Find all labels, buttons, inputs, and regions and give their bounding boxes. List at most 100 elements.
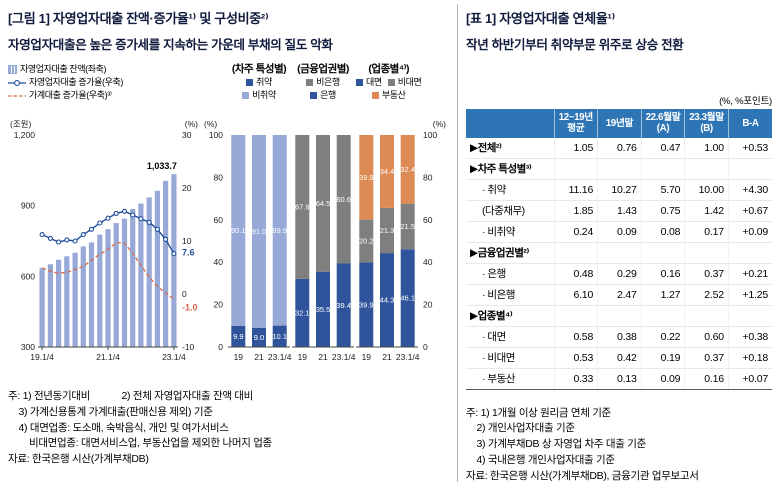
svg-text:-1.0: -1.0	[182, 302, 198, 312]
mini-chart-legend: 취약 비취약	[228, 76, 290, 102]
legend-item: 취약	[246, 76, 272, 89]
svg-text:91.0: 91.0	[252, 227, 267, 236]
svg-text:19: 19	[298, 352, 308, 362]
table-cell: +0.67	[728, 200, 772, 222]
svg-text:0: 0	[182, 289, 187, 299]
svg-text:100: 100	[423, 130, 437, 140]
table-cell: 0.09	[597, 221, 642, 243]
table-cell	[684, 242, 729, 264]
table-row: · 부동산 0.33 0.13 0.09 0.16 +0.07	[466, 368, 772, 390]
table-cell: 0.53	[554, 347, 599, 369]
stacked-chart-head: (차주 특성별) 취약 비취약	[202, 63, 290, 115]
svg-text:(%): (%)	[433, 119, 446, 129]
table-cell: 1.00	[684, 137, 729, 159]
legend-item: 대면	[356, 76, 382, 89]
table-col-header: 22.6월말 (A)	[641, 109, 686, 138]
table-notes: 주: 1) 1개월 이상 원리금 연체 기준 2) 개인사업자대출 기준 3) …	[466, 406, 772, 485]
svg-text:23.1/4: 23.1/4	[162, 352, 186, 362]
svg-text:0: 0	[423, 342, 428, 352]
panel-divider	[457, 4, 458, 482]
legend-item: 비대면	[387, 76, 422, 89]
row-label: · 부동산	[466, 368, 555, 390]
table-cell: 0.24	[554, 221, 599, 243]
note-line: 자료: 한국은행 시산(가계부채DB), 금융기관 업무보고서	[466, 469, 699, 482]
note-line: 자료: 한국은행 시산(가계부채DB)	[8, 453, 149, 465]
table-cell: 0.37	[684, 347, 729, 369]
svg-text:40: 40	[423, 257, 433, 267]
note-line: 비대면업종: 대면서비스업, 부동산업을 제외한 나머지 업종	[8, 437, 272, 450]
table-col-header: 23.3월말 (B)	[684, 109, 729, 138]
table-cell: 1.05	[554, 137, 599, 159]
svg-text:0: 0	[218, 342, 223, 352]
stacked-chart-block-financial-sector: (금융업권별) 비은행 은행 32.1 67.9 19 35.5 64.5 21 39.4 60…	[292, 63, 356, 373]
table-cell	[728, 158, 772, 180]
color-swatch-icon	[387, 79, 395, 86]
note-line: 3) 가계부채DB 상 자영업 차주 대출 기준	[466, 438, 646, 451]
table-cell	[684, 158, 729, 180]
svg-text:60: 60	[214, 215, 224, 225]
note-line: 2) 개인사업자대출 기준	[466, 422, 575, 435]
legend-label: 비대면	[397, 77, 422, 87]
table-cell: 0.08	[641, 221, 686, 243]
table-cell: +4.30	[728, 179, 772, 201]
svg-text:80: 80	[214, 172, 224, 182]
combo-chart-legend: 자영업자대출 잔액(좌축) 자영업자대출 증가율(우축) 가계대출 증가율(우축)³…	[8, 63, 200, 115]
stacked-chart-financial-sector: 32.1 67.9 19 35.5 64.5 21 39.4 60.6 23.1/4	[292, 135, 356, 362]
svg-text:1,200: 1,200	[14, 130, 36, 140]
row-label: ▶업종별⁴⁾	[466, 305, 555, 327]
svg-text:64.5: 64.5	[316, 199, 331, 208]
legend-item: 은행	[310, 89, 336, 102]
row-label: ▶차주 특성별³⁾	[466, 158, 555, 180]
svg-text:23.1/4: 23.1/4	[332, 352, 356, 362]
color-swatch-icon	[242, 92, 250, 99]
note-line: 3) 가계신용통계 가계대출(판매신용 제외) 기준	[8, 405, 213, 418]
svg-text:10: 10	[182, 236, 192, 246]
table-cell: 2.47	[597, 284, 642, 306]
table-cell: 0.22	[641, 326, 686, 348]
legend-item: 가계대출 증가율(우축)³⁾	[8, 89, 200, 102]
table-cell: 0.42	[597, 347, 642, 369]
table-subtitle: 작년 하반기부터 취약부문 위주로 상승 전환	[466, 38, 684, 52]
table-cell: 0.13	[597, 368, 642, 390]
svg-text:20: 20	[182, 183, 192, 193]
table-cell: 0.16	[684, 368, 729, 390]
table-row: ▶차주 특성별³⁾	[466, 158, 772, 180]
table-row: · 비대면 0.53 0.42 0.19 0.37 +0.18	[466, 347, 772, 369]
table-cell: 0.76	[597, 137, 642, 159]
combo-chart: (조원) (%) 300 600 900 1,200 -10 0 10 20 30 19.1/4 21.…	[10, 119, 198, 362]
table-cell: 0.58	[554, 326, 599, 348]
svg-text:34.4: 34.4	[380, 167, 395, 176]
row-label: · 대면	[466, 326, 555, 348]
table-cell	[554, 305, 599, 327]
table-cell: 0.37	[684, 263, 729, 285]
row-label: (다중채무)	[466, 200, 555, 222]
line-marker-icon	[8, 79, 26, 86]
legend-label: 자영업자대출 잔액(좌축)	[20, 64, 107, 74]
mini-chart-title: (업종별⁴⁾)	[368, 63, 410, 75]
bar-swatch-icon	[8, 65, 17, 74]
svg-text:20: 20	[423, 300, 433, 310]
table-row: (다중채무) 1.85 1.43 0.75 1.42 +0.67	[466, 200, 772, 222]
note-line: 주: 1) 전년동기대비 2) 전체 자영업자대출 잔액 대비	[8, 390, 254, 402]
row-label: · 비대면	[466, 347, 555, 369]
svg-text:35.5: 35.5	[316, 305, 331, 314]
svg-text:(조원): (조원)	[10, 119, 31, 129]
table-cell: 0.19	[641, 347, 686, 369]
figure-panel: [그림 1] 자영업자대출 잔액·증가율¹⁾ 및 구성비중²⁾ 자영업자대출은 …	[8, 8, 454, 468]
svg-text:67.9: 67.9	[295, 203, 310, 212]
row-label: · 은행	[466, 263, 555, 285]
table-row: · 비은행 6.10 2.47 1.27 2.52 +1.25	[466, 284, 772, 306]
legend-label: 취약	[256, 77, 272, 87]
svg-text:(%): (%)	[185, 119, 198, 129]
svg-text:30: 30	[182, 130, 192, 140]
table-cell	[641, 242, 686, 264]
table-row: ▶금융업권별²⁾	[466, 242, 772, 264]
svg-text:21: 21	[318, 352, 328, 362]
svg-text:9.0: 9.0	[254, 333, 264, 342]
note-line: 4) 국내은행 개인사업자대출 기준	[466, 453, 615, 466]
svg-text:39.4: 39.4	[336, 301, 351, 310]
svg-text:89.9: 89.9	[272, 226, 287, 235]
table-cell	[554, 242, 599, 264]
table-cell: 1.42	[684, 200, 729, 222]
svg-text:900: 900	[21, 201, 35, 211]
